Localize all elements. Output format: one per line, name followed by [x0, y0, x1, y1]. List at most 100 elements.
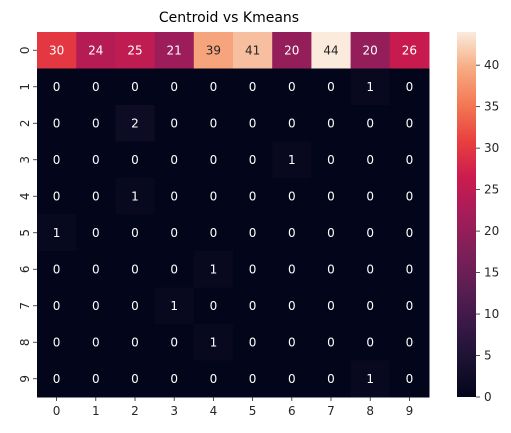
cell-value-label: 0 — [53, 153, 61, 167]
heatmap-cell — [37, 360, 77, 398]
cell-value-label: 0 — [92, 116, 100, 130]
heatmap-cell — [76, 287, 116, 325]
colorbar-tick-label: 10 — [484, 307, 499, 321]
heatmap-cell — [311, 324, 352, 361]
colorbar-tick-label: 25 — [484, 183, 499, 197]
cell-value-label: 0 — [288, 335, 296, 349]
colorbar-gradient — [457, 32, 476, 397]
heatmap-cell — [350, 360, 391, 398]
cell-value-label: 20 — [363, 43, 378, 57]
cell-value-label: 39 — [206, 43, 221, 57]
cell-value-label: 0 — [327, 335, 335, 349]
cell-value-label: 0 — [249, 372, 257, 386]
heatmap-cell — [193, 360, 234, 398]
y-tick-label: 2 — [18, 119, 32, 127]
heatmap-cell — [272, 178, 312, 215]
heatmap-cell — [115, 178, 156, 215]
cell-value-label: 0 — [366, 116, 374, 130]
cell-value-label: 0 — [406, 80, 414, 94]
heatmap-cell — [76, 178, 116, 215]
cell-value-label: 0 — [406, 335, 414, 349]
cell-value-label: 0 — [170, 262, 178, 276]
heatmap-cell — [193, 68, 234, 106]
heatmap-cell — [311, 32, 352, 69]
cell-value-label: 0 — [327, 189, 335, 203]
cell-value-label: 0 — [366, 153, 374, 167]
x-tick-label: 6 — [288, 404, 296, 418]
cell-value-label: 0 — [131, 262, 139, 276]
cell-value-label: 0 — [131, 80, 139, 94]
cell-value-label: 0 — [327, 262, 335, 276]
heatmap-cell — [233, 214, 273, 252]
cell-value-label: 0 — [249, 189, 257, 203]
heatmap-cell — [233, 324, 273, 361]
cell-value-label: 1 — [53, 226, 61, 240]
colorbar-tick-label: 35 — [484, 100, 499, 114]
heatmap-cell — [193, 32, 234, 69]
heatmap-cell — [154, 214, 195, 252]
colorbar-tick-label: 20 — [484, 224, 499, 238]
heatmap-cell — [233, 287, 273, 325]
heatmap-cell — [272, 214, 312, 252]
heatmap-cell — [350, 32, 391, 69]
cell-value-label: 0 — [92, 372, 100, 386]
heatmap-cell — [154, 324, 195, 361]
x-tick-label: 3 — [170, 404, 178, 418]
heatmap-cell — [76, 32, 116, 69]
cell-value-label: 0 — [288, 372, 296, 386]
heatmap-cell — [154, 251, 195, 288]
cell-value-label: 0 — [210, 226, 218, 240]
cell-value-label: 0 — [366, 335, 374, 349]
cell-value-label: 0 — [170, 116, 178, 130]
colorbar-tick-label: 40 — [484, 58, 499, 72]
heatmap-cell — [389, 324, 430, 361]
cell-value-label: 0 — [366, 189, 374, 203]
cell-value-label: 0 — [406, 153, 414, 167]
heatmap-cell — [115, 251, 156, 288]
cell-value-label: 0 — [327, 299, 335, 313]
heatmap-cell — [311, 214, 352, 252]
cell-value-label: 0 — [170, 372, 178, 386]
heatmap-cell — [389, 287, 430, 325]
cell-value-label: 0 — [170, 226, 178, 240]
heatmap-cell — [233, 141, 273, 179]
heatmap-cell — [37, 178, 77, 215]
cell-value-label: 2 — [131, 116, 139, 130]
heatmap-cell — [272, 287, 312, 325]
cell-value-label: 0 — [170, 335, 178, 349]
heatmap-cell — [115, 105, 156, 142]
cell-value-label: 1 — [210, 335, 218, 349]
x-tick-label: 2 — [131, 404, 139, 418]
x-tick-label: 7 — [327, 404, 335, 418]
heatmap-cell — [76, 360, 116, 398]
cell-value-label: 0 — [210, 372, 218, 386]
heatmap-cell — [311, 141, 352, 179]
cell-value-label: 0 — [92, 189, 100, 203]
heatmap-cell — [233, 32, 273, 69]
y-axis: 0 1 2 3 4 5 6 7 8 9 — [18, 46, 37, 383]
heatmap-cell — [350, 287, 391, 325]
heatmap-cells: 30 24 25 21 39 41 20 44 20 260 0 0 0 0 0 0 0 1 00 0 2 0 0 0 0 0 0 0… — [37, 32, 430, 398]
cell-value-label: 26 — [402, 43, 417, 57]
heatmap-cell — [233, 360, 273, 398]
cell-value-label: 0 — [249, 116, 257, 130]
heatmap-cell — [233, 178, 273, 215]
heatmap-cell — [193, 141, 234, 179]
cell-value-label: 1 — [366, 80, 374, 94]
y-tick-label: 4 — [18, 192, 32, 200]
cell-value-label: 1 — [131, 189, 139, 203]
heatmap-cell — [272, 68, 312, 106]
cell-value-label: 0 — [92, 226, 100, 240]
cell-value-label: 0 — [53, 262, 61, 276]
heatmap-cell — [37, 324, 77, 361]
heatmap-cell — [76, 68, 116, 106]
x-tick-label: 0 — [53, 404, 61, 418]
heatmap-cell — [193, 105, 234, 142]
cell-value-label: 0 — [53, 80, 61, 94]
heatmap-cell — [115, 324, 156, 361]
heatmap-cell — [193, 178, 234, 215]
heatmap-cell — [37, 287, 77, 325]
heatmap-cell — [389, 32, 430, 69]
colorbar-tick-label: 0 — [484, 390, 492, 404]
